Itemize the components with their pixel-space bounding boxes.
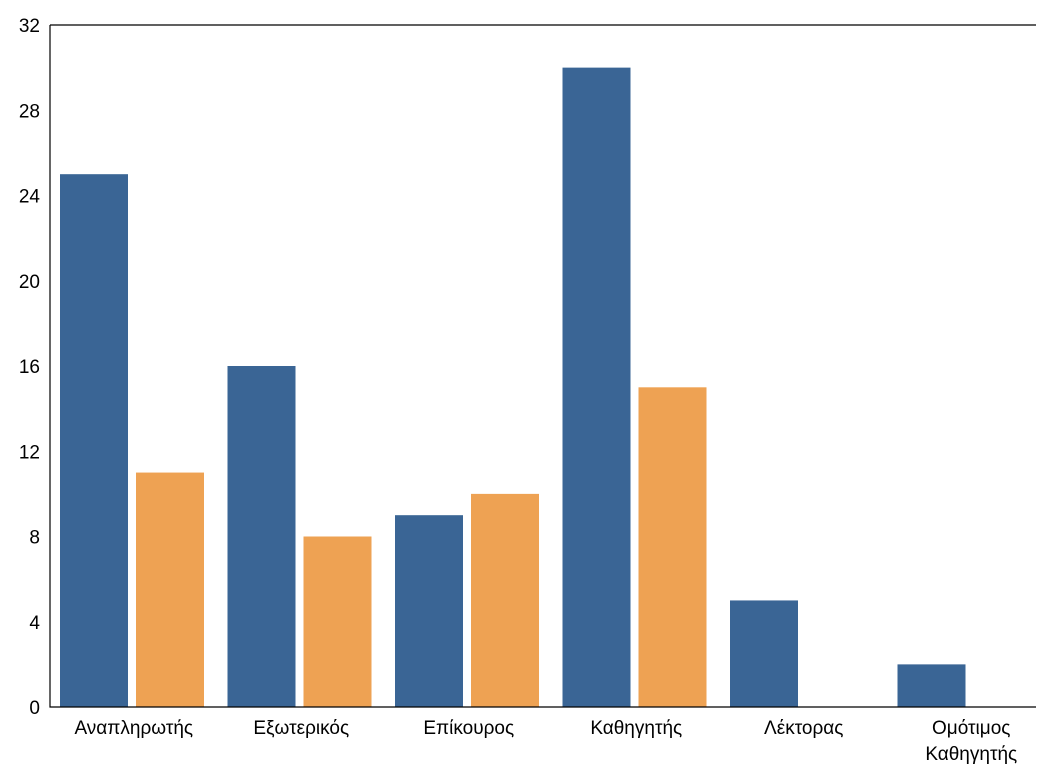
category-label-line: Καθηγητής xyxy=(590,718,682,739)
category-label: Επίκουρος xyxy=(423,718,514,739)
category-label: Καθηγητής xyxy=(590,718,682,739)
y-tick-label: 20 xyxy=(19,272,40,293)
x-axis-labels: Αναπληρωτής Εξωτερικός Επίκουρος Καθηγητής Λ… xyxy=(74,718,1017,765)
y-tick-label: 16 xyxy=(19,357,40,378)
bar-series-1-1 xyxy=(60,174,128,707)
bar-series-2-1 xyxy=(136,472,204,707)
category-label-line: Καθηγητής xyxy=(925,744,1017,765)
y-axis-ticks: 0 4 8 12 16 20 24 28 32 xyxy=(19,16,41,719)
y-tick-label: 4 xyxy=(29,613,40,634)
y-tick-label: 28 xyxy=(19,101,40,122)
bar-series-1-2 xyxy=(227,366,296,707)
category-label-line: Ομότιμος xyxy=(932,718,1010,739)
bar-series-1-3 xyxy=(395,515,463,707)
y-tick-label: 24 xyxy=(19,187,41,208)
bars xyxy=(60,67,966,707)
category-label-line: Εξωτερικός xyxy=(253,718,349,739)
bar-series-1-5 xyxy=(730,600,798,707)
category-label: Λέκτορας xyxy=(764,718,843,739)
bar-series-2-3 xyxy=(471,493,539,707)
bar-series-1-6 xyxy=(897,664,966,707)
y-tick-label: 0 xyxy=(29,698,40,719)
y-tick-label: 12 xyxy=(19,442,40,463)
category-label: Αναπληρωτής xyxy=(74,718,193,739)
y-tick-label: 8 xyxy=(29,528,40,549)
bar-series-2-4 xyxy=(638,387,707,707)
category-label-line: Επίκουρος xyxy=(423,718,514,739)
category-label: Εξωτερικός xyxy=(253,718,349,739)
axis-lines xyxy=(49,24,1036,708)
bar-series-2-2 xyxy=(303,536,372,707)
y-tick-label: 32 xyxy=(19,16,40,37)
category-label: Ομότιμος Καθηγητής xyxy=(925,718,1017,765)
category-label-line: Αναπληρωτής xyxy=(74,718,193,739)
bar-series-1-4 xyxy=(562,67,631,707)
category-label-line: Λέκτορας xyxy=(764,718,843,739)
